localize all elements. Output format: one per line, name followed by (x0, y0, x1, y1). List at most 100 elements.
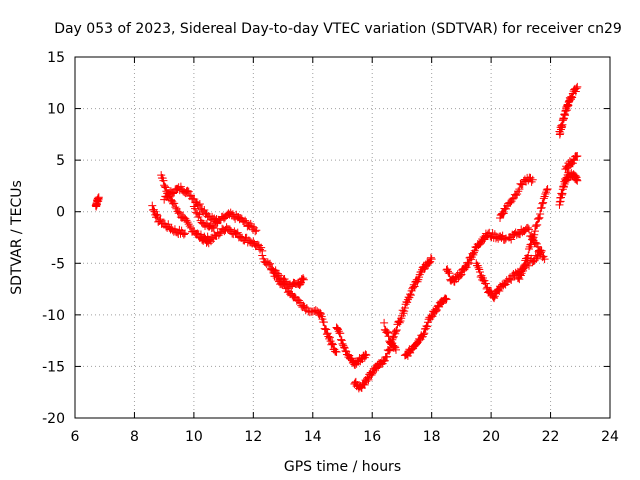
data-point (299, 274, 308, 283)
data-point (535, 213, 544, 222)
data-point (525, 244, 534, 253)
data-point (160, 182, 169, 191)
data-point (464, 260, 473, 269)
data-point (406, 290, 415, 299)
data-point (169, 189, 178, 198)
data-point (288, 291, 297, 300)
data-point (395, 318, 404, 327)
data-point (428, 312, 437, 321)
data-point (519, 266, 528, 275)
data-point (390, 342, 399, 351)
data-point (540, 255, 549, 264)
data-point (200, 206, 209, 215)
data-point (497, 233, 506, 242)
data-point (530, 256, 539, 265)
data-point (510, 190, 519, 199)
data-point (361, 350, 370, 359)
data-point (233, 228, 242, 237)
data-point (531, 222, 540, 231)
data-point (525, 225, 534, 234)
data-point (94, 193, 103, 202)
data-point (571, 87, 580, 96)
data-point (410, 282, 419, 291)
data-point (168, 197, 177, 206)
data-point (392, 327, 400, 336)
data-point (406, 291, 415, 300)
data-point (527, 177, 536, 186)
data-point (271, 269, 280, 278)
data-point (184, 220, 193, 229)
data-point (195, 200, 204, 209)
data-point (174, 209, 183, 218)
data-point (536, 209, 545, 218)
data-point (423, 322, 432, 331)
data-point (444, 267, 453, 276)
data-point (208, 223, 217, 232)
data-point (536, 246, 545, 255)
data-point (319, 318, 328, 327)
data-point (316, 308, 325, 317)
x-tick-label: 12 (244, 429, 262, 445)
data-point (264, 260, 273, 269)
data-point (380, 318, 389, 327)
data-point (336, 329, 345, 338)
x-tick-label: 10 (185, 429, 203, 445)
data-point (530, 230, 539, 239)
data-point (225, 225, 234, 234)
data-point (427, 255, 436, 264)
x-tick-label: 20 (482, 429, 500, 445)
data-point (148, 201, 157, 210)
data-point (184, 187, 193, 196)
plot-frame (74, 56, 611, 419)
data-point (161, 183, 170, 192)
axis-ticks: 6 8 10 12 14 16 18 20 22 24 -20 -15 -10 -5 0 5 10 15 (42, 50, 619, 445)
data-point (181, 214, 190, 223)
data-point (515, 275, 524, 284)
data-point (523, 223, 532, 232)
data-point (541, 189, 550, 198)
data-point (499, 281, 508, 290)
data-point (257, 243, 266, 252)
data-point (360, 380, 369, 389)
data-point (407, 286, 416, 295)
data-point (515, 185, 524, 194)
data-point (533, 220, 542, 229)
data-point (539, 198, 548, 207)
data-point (525, 261, 534, 270)
data-point (281, 283, 290, 292)
data-point (392, 326, 401, 335)
data-point (337, 336, 346, 345)
data-point (457, 270, 466, 279)
data-point (149, 205, 158, 214)
data-point (392, 345, 400, 354)
data-point (495, 286, 504, 295)
data-point (534, 214, 543, 223)
data-point (384, 332, 393, 341)
data-point (573, 82, 582, 91)
data-point (279, 278, 288, 287)
data-point (470, 246, 479, 255)
data-point (518, 265, 527, 274)
data-point (183, 186, 192, 195)
data-point (419, 330, 428, 339)
data-point (152, 210, 161, 219)
data-point (180, 229, 189, 238)
data-point (572, 84, 581, 93)
data-point (164, 193, 173, 202)
data-point (507, 276, 516, 285)
data-point (268, 265, 277, 274)
x-axis-label: GPS time / hours (284, 459, 401, 475)
data-point (328, 339, 337, 348)
data-points (91, 82, 582, 393)
data-point (156, 215, 165, 224)
x-tick-label: 8 (130, 429, 139, 445)
data-point (380, 356, 389, 365)
data-point (467, 253, 476, 262)
data-point (159, 176, 168, 185)
data-point (538, 199, 547, 208)
y-tick-label: -5 (51, 256, 65, 272)
data-point (507, 235, 516, 244)
data-point (339, 343, 348, 352)
data-point (442, 295, 451, 304)
data-point (332, 347, 341, 356)
